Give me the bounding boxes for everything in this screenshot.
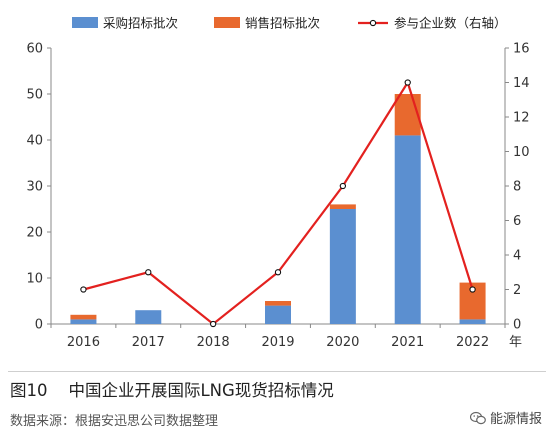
bar-purchase-tender xyxy=(394,135,421,324)
x-tick-label: 2022 xyxy=(456,335,489,350)
x-tick-label: 2021 xyxy=(391,335,424,350)
bar-sales-tender xyxy=(70,314,97,320)
x-tick-label: 2018 xyxy=(197,335,230,350)
y-left-tick-label: 20 xyxy=(26,226,43,241)
bar-purchase-tender xyxy=(265,305,291,324)
line-point xyxy=(209,320,217,328)
legend-swatch-bar xyxy=(214,17,240,28)
y-right-tick-label: 2 xyxy=(513,283,521,298)
y-right-tick-label: 14 xyxy=(513,76,530,91)
line-point xyxy=(80,286,87,293)
line-point xyxy=(145,269,152,276)
y-left-tick-label: 30 xyxy=(26,180,43,195)
figure-label: 图10 xyxy=(10,381,48,400)
figure-caption: 图10 中国企业开展国际LNG现货招标情况 xyxy=(10,377,334,401)
legend-swatch-marker xyxy=(369,19,377,27)
y-left-tick-label: 0 xyxy=(35,318,43,333)
figure-title: 中国企业开展国际LNG现货招标情况 xyxy=(68,381,334,400)
line-point xyxy=(469,286,476,293)
wechat-icon xyxy=(469,411,486,424)
source-note: 数据来源：根据安迅思公司数据整理 xyxy=(10,414,219,429)
y-right-tick-label: 0 xyxy=(513,318,521,333)
bar-purchase-tender xyxy=(70,319,97,324)
line-point xyxy=(339,182,347,190)
x-tick-label: 2017 xyxy=(132,335,165,350)
y-right-tick-label: 4 xyxy=(513,249,521,264)
lng-tender-chart: 0 10 20 30 40 50 60 0 2 4 6 8 10 12 14 16 2016 2017 2018 20… xyxy=(26,16,530,351)
bar-sales-tender xyxy=(394,94,421,136)
x-tick-label: 2019 xyxy=(261,335,294,350)
bar-purchase-tender xyxy=(459,319,486,324)
watermark-text: 能源情报 xyxy=(489,412,542,427)
legend-label: 采购招标批次 xyxy=(103,16,178,31)
legend-swatch-bar xyxy=(72,17,98,28)
line-point xyxy=(404,79,411,86)
x-axis-unit-label: 年 xyxy=(509,335,522,350)
caption-divider xyxy=(8,371,546,372)
y-left-tick-label: 50 xyxy=(26,88,43,103)
y-left-tick-label: 40 xyxy=(26,134,43,149)
y-right-tick-label: 12 xyxy=(513,111,530,126)
x-tick-label: 2016 xyxy=(67,335,100,350)
line-point xyxy=(274,269,282,276)
bar-sales-tender xyxy=(265,301,291,306)
legend-label: 参与企业数（右轴） xyxy=(394,16,507,31)
y-right-tick-label: 10 xyxy=(513,145,530,160)
bar-purchase-tender xyxy=(135,310,162,324)
y-right-tick-label: 8 xyxy=(513,180,521,195)
watermark: 能源情报 xyxy=(469,408,542,427)
y-right-tick-label: 16 xyxy=(513,42,530,57)
bar-purchase-tender xyxy=(329,209,356,324)
y-right-tick-label: 6 xyxy=(513,214,521,229)
legend-label: 销售招标批次 xyxy=(245,16,320,31)
bar-sales-tender xyxy=(329,204,356,209)
y-left-tick-label: 10 xyxy=(26,272,43,287)
x-tick-label: 2020 xyxy=(326,335,359,350)
y-left-tick-label: 60 xyxy=(26,42,43,57)
